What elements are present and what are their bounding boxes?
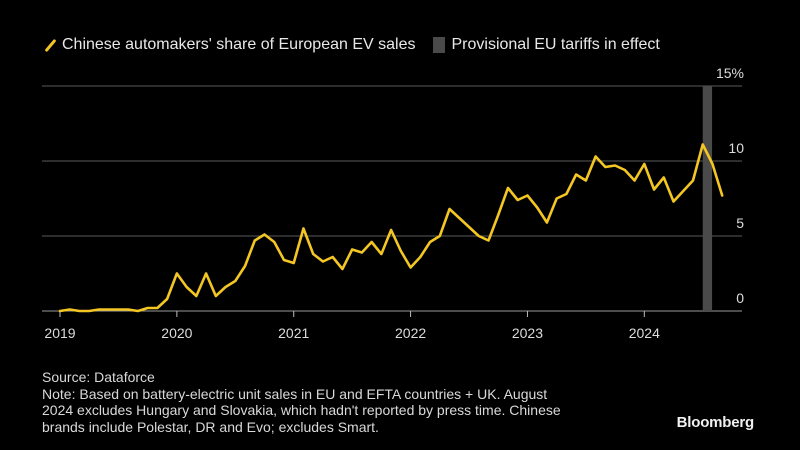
x-tick-label: 2020 [161, 325, 192, 341]
bloomberg-logo: Bloomberg [676, 414, 755, 431]
y-tick-label: 10 [728, 140, 744, 156]
legend-item-share: Chinese automakers' share of European EV… [42, 36, 415, 54]
y-tick-label: 5 [736, 215, 744, 231]
legend-shade-swatch [433, 37, 446, 53]
note-line-2: 2024 excludes Hungary and Slovakia, whic… [42, 402, 561, 418]
legend-label-share: Chinese automakers' share of European EV… [62, 36, 416, 53]
chart-notes: Source: Dataforce Note: Based on battery… [42, 369, 642, 435]
source-text: Source: Dataforce [42, 369, 155, 385]
x-tick-label: 2024 [629, 325, 660, 341]
chart-legend: Chinese automakers' share of European EV… [42, 36, 660, 54]
tariff-shaded-region [702, 86, 713, 311]
legend-label-tariffs: Provisional EU tariffs in effect [451, 36, 660, 53]
x-tick-label: 2023 [512, 325, 543, 341]
x-tick-label: 2021 [278, 325, 309, 341]
line-chart: 15% 10 5 0 2019 2020 2021 2022 2023 2024 [42, 65, 744, 341]
legend-item-tariffs: Provisional EU tariffs in effect [423, 36, 660, 54]
series-line-share [58, 143, 724, 313]
x-tick-label: 2019 [44, 325, 75, 341]
x-tick-label: 2022 [395, 325, 426, 341]
note-line-3: brands include Polestar, DR and Evo; exc… [42, 418, 379, 435]
y-tick-label: 0 [736, 290, 744, 306]
y-tick-label: 15% [716, 65, 744, 81]
note-line-1: Note: Based on battery-electric unit sal… [42, 385, 548, 402]
